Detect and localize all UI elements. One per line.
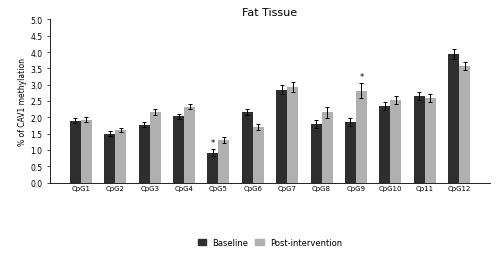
Bar bbox=[448, 54, 459, 183]
Bar bbox=[414, 97, 424, 183]
Bar bbox=[104, 134, 116, 183]
Bar bbox=[173, 117, 184, 183]
Title: Fat Tissue: Fat Tissue bbox=[242, 8, 298, 18]
Bar bbox=[116, 130, 126, 183]
Bar bbox=[380, 106, 390, 183]
Bar bbox=[81, 120, 92, 183]
Bar bbox=[242, 113, 253, 183]
Bar bbox=[276, 90, 287, 183]
Bar bbox=[459, 67, 470, 183]
Bar bbox=[70, 121, 81, 183]
Bar bbox=[310, 124, 322, 183]
Bar bbox=[208, 153, 218, 183]
Bar bbox=[424, 99, 436, 183]
Bar bbox=[138, 125, 149, 183]
Bar bbox=[184, 107, 195, 183]
Bar bbox=[253, 128, 264, 183]
Bar bbox=[322, 113, 332, 183]
Y-axis label: % of CAV1 methylation: % of CAV1 methylation bbox=[18, 58, 28, 146]
Bar bbox=[345, 123, 356, 183]
Bar bbox=[150, 112, 160, 183]
Bar bbox=[287, 88, 298, 183]
Bar bbox=[218, 141, 230, 183]
Legend: Baseline, Post-intervention: Baseline, Post-intervention bbox=[198, 238, 342, 247]
Bar bbox=[390, 101, 402, 183]
Bar bbox=[356, 91, 367, 183]
Text: *: * bbox=[360, 72, 364, 82]
Text: *: * bbox=[211, 138, 215, 147]
